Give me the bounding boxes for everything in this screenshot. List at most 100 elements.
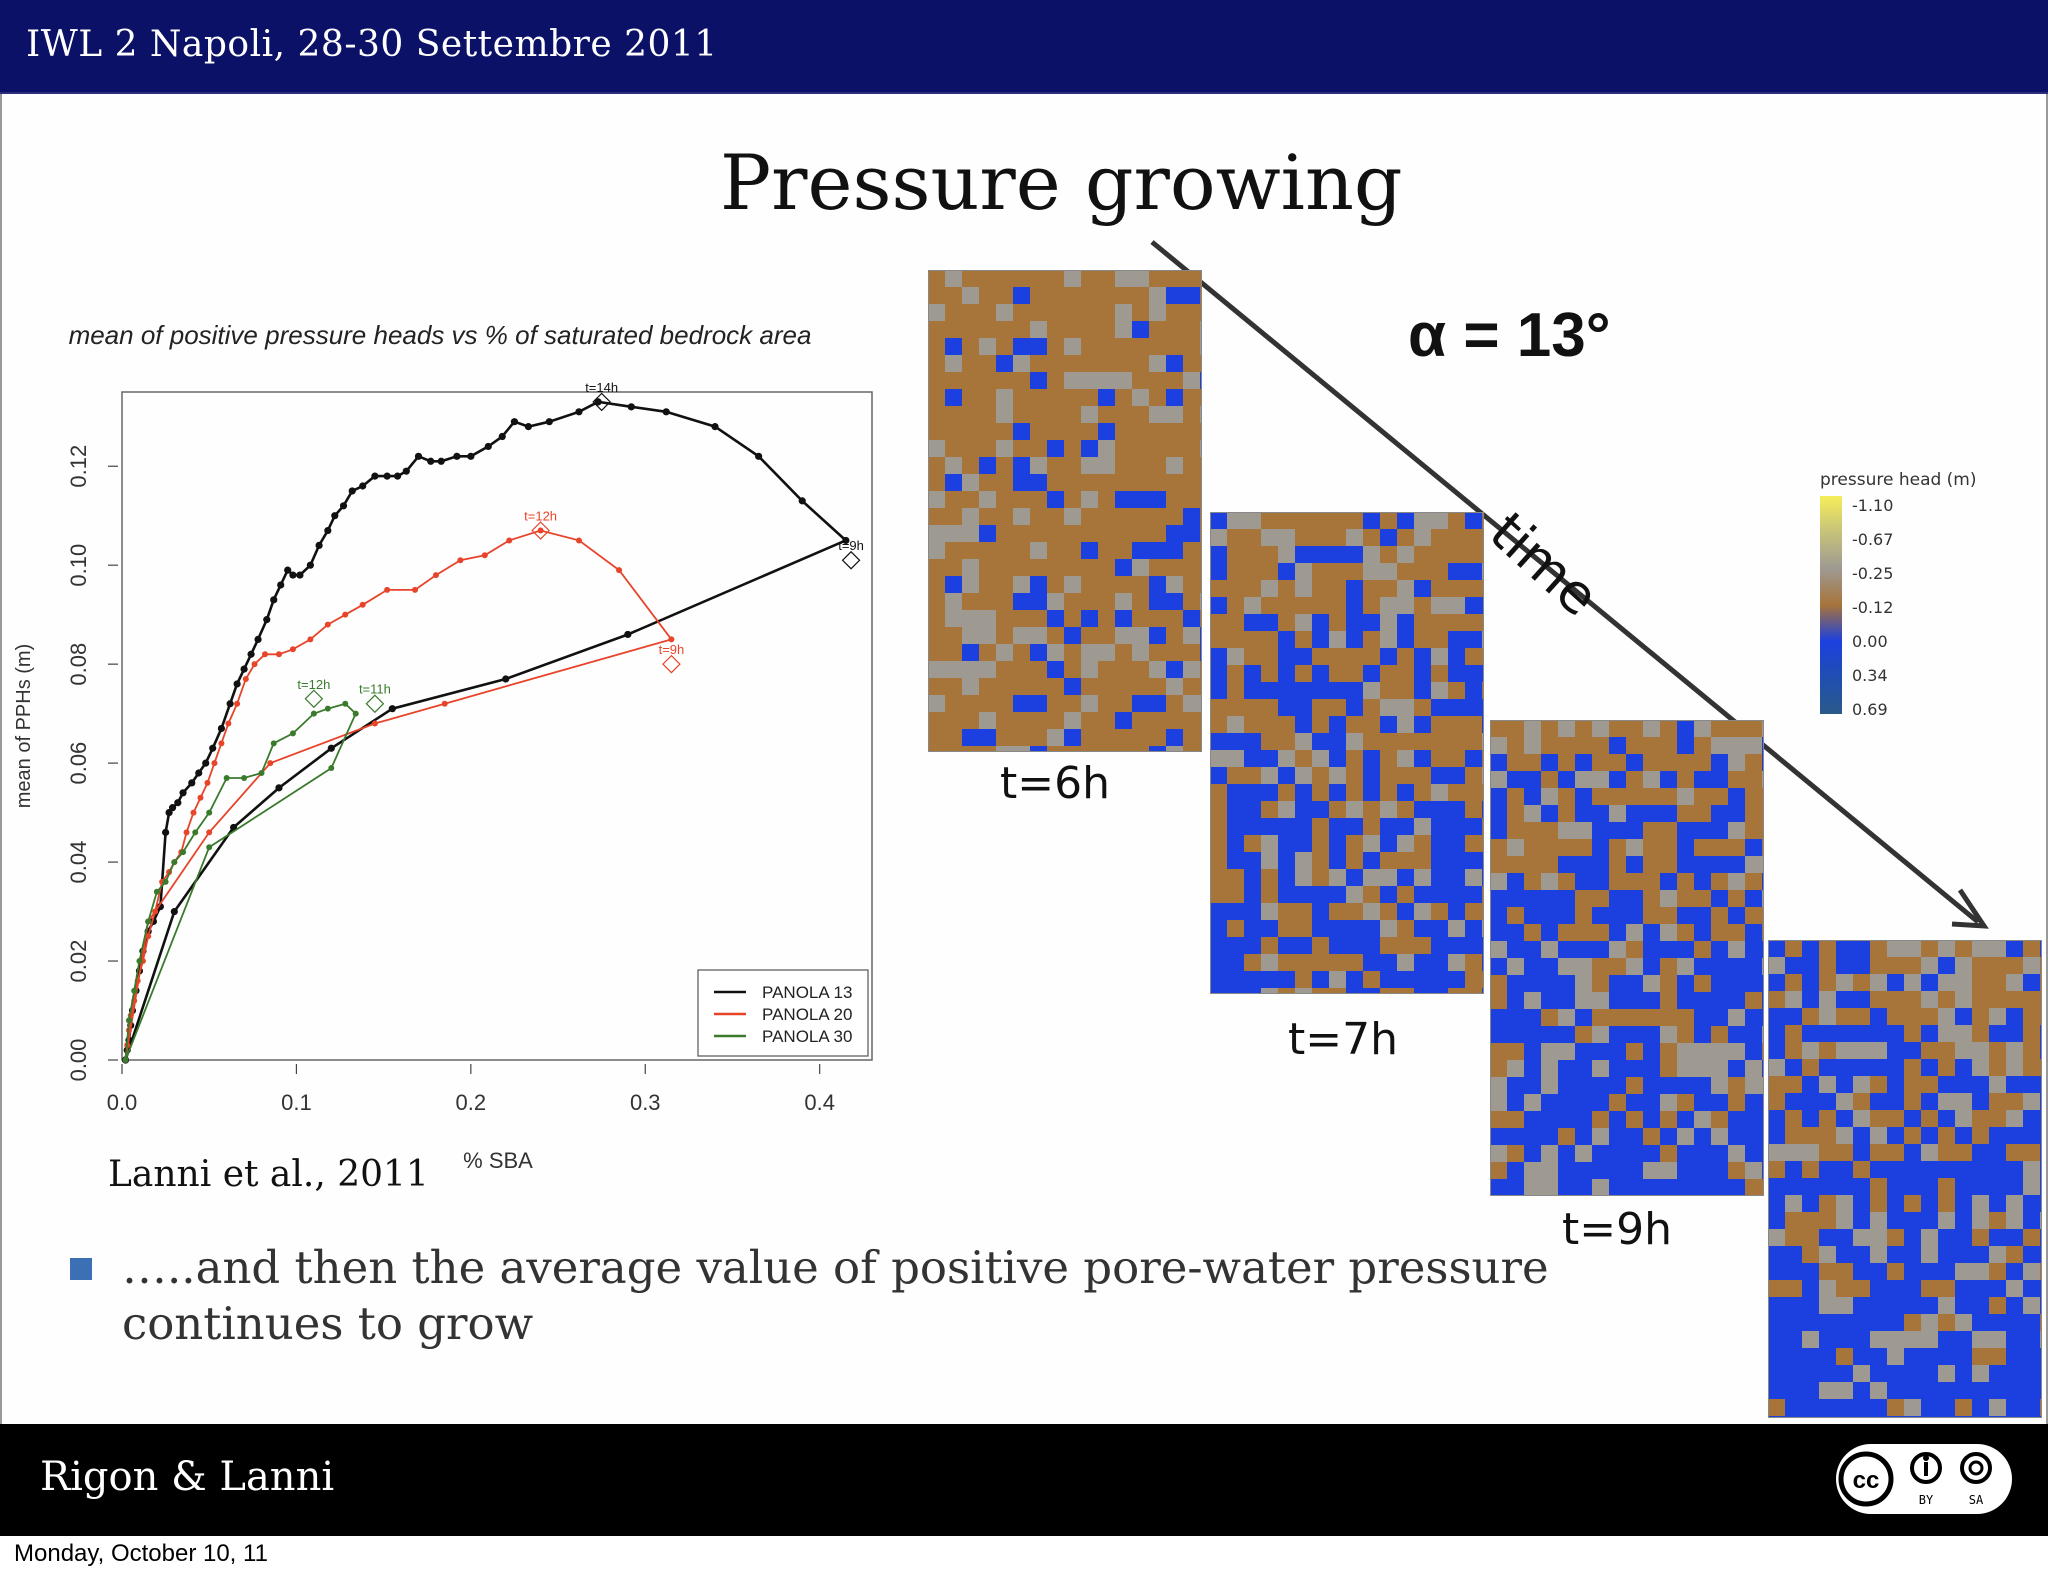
cc-license-badge[interactable]: cc BY SA (1836, 1444, 2012, 1514)
svg-text:BY: BY (1919, 1493, 1934, 1507)
data-point (233, 680, 241, 688)
data-point (131, 987, 138, 994)
legend-label: PANOLA 13 (762, 983, 852, 1002)
panel-label-t9h: t=9h (1562, 1204, 1672, 1255)
data-point (162, 878, 169, 885)
data-point (348, 487, 356, 495)
colorbar-tick-label: -1.10 (1852, 496, 1894, 515)
data-point (545, 418, 553, 426)
slide-footer: Rigon & Lanni cc BY SA (0, 1424, 2048, 1536)
annotation-marker (662, 654, 681, 674)
data-point (284, 566, 292, 574)
data-point (842, 536, 850, 545)
legend-label: PANOLA 30 (762, 1027, 852, 1046)
data-point (174, 799, 182, 807)
data-point (152, 908, 159, 915)
series-line-1 (124, 529, 673, 1061)
data-point (179, 789, 187, 797)
data-point (342, 611, 349, 618)
y-tick-label: 0.00 (66, 1039, 91, 1082)
data-point (206, 844, 213, 851)
data-point (162, 828, 170, 836)
svg-text:SA: SA (1969, 1493, 1984, 1507)
panel-label-t7h: t=7h (1288, 1014, 1398, 1065)
data-point (624, 630, 632, 639)
bullet-prefix: ….. (122, 1241, 196, 1294)
data-point (371, 472, 379, 480)
data-point (327, 744, 335, 752)
plot-frame (121, 391, 873, 1061)
colorbar-tick-label: -0.25 (1852, 564, 1894, 583)
data-point (506, 537, 513, 544)
colorbar-tick-label: 0.69 (1852, 700, 1888, 719)
data-point (484, 442, 492, 451)
data-point (755, 452, 763, 460)
data-point (371, 720, 378, 727)
data-point (195, 769, 203, 777)
legend-label: PANOLA 20 (762, 1005, 852, 1024)
data-point (289, 646, 296, 653)
data-point (616, 567, 623, 574)
slide-header: IWL 2 Napoli, 28-30 Settembre 2011 (0, 0, 2048, 94)
data-point (402, 467, 410, 475)
pressure-map-svg (1768, 940, 2042, 1418)
y-tick-label: 0.08 (66, 643, 91, 686)
colorbar-strip (1820, 496, 1842, 714)
data-point (275, 784, 283, 792)
bullet-body: and then the average value of positive p… (122, 1241, 1549, 1350)
data-point (342, 700, 349, 707)
colorbar-tick-label: 0.34 (1852, 666, 1888, 685)
data-point (262, 651, 269, 658)
data-point (204, 779, 211, 786)
data-point (427, 457, 435, 465)
colorbar-tick-label: -0.67 (1852, 530, 1894, 549)
pressure-map-t7h (1210, 512, 1484, 994)
data-point (481, 552, 488, 559)
data-point (188, 779, 196, 787)
colorbar-tick-label: 0.00 (1852, 632, 1888, 651)
data-point (324, 705, 331, 712)
time-annotation: t=11h (359, 682, 391, 697)
slope-angle: α = 13° (1408, 301, 1611, 370)
header-title: IWL 2 Napoli, 28-30 Settembre 2011 (26, 24, 718, 65)
annotation-marker (841, 550, 861, 570)
data-point (153, 888, 160, 895)
data-point (324, 526, 332, 535)
data-point (289, 571, 297, 579)
y-tick-label: 0.12 (66, 445, 91, 488)
data-point (575, 537, 582, 544)
data-point (307, 636, 314, 643)
annotation-marker (365, 694, 385, 714)
x-axis-label: % SBA (463, 1148, 533, 1173)
data-point (122, 1057, 129, 1063)
data-point (225, 720, 232, 727)
pressure-map-t6h (928, 270, 1202, 752)
data-point (594, 398, 602, 406)
data-point (258, 770, 265, 777)
pressure-map-svg (1210, 512, 1484, 994)
data-point (240, 665, 248, 673)
time-annotation: t=9h (659, 642, 685, 657)
data-point (277, 581, 285, 589)
y-tick-label: 0.06 (66, 742, 91, 785)
colorbar-tick-label: -0.12 (1852, 598, 1894, 617)
data-point (324, 621, 331, 628)
data-point (441, 700, 448, 707)
data-point (211, 760, 218, 767)
time-annotation: t=14h (585, 380, 618, 395)
data-point (414, 452, 423, 460)
data-point (711, 423, 719, 431)
data-point (339, 502, 348, 510)
x-tick-label: 0.4 (804, 1090, 835, 1115)
data-point (145, 918, 152, 925)
data-point (457, 557, 464, 564)
data-point (510, 418, 519, 426)
colorbar: pressure head (m) -1.10 -0.67 -0.25 -0.12 0.… (1812, 470, 1977, 719)
time-annotation: t=12h (297, 677, 330, 692)
data-point (270, 596, 278, 604)
data-point (242, 675, 249, 682)
data-point (310, 710, 317, 717)
data-point (247, 650, 255, 658)
pressure-map-svg (1490, 720, 1764, 1196)
data-point (524, 423, 532, 431)
